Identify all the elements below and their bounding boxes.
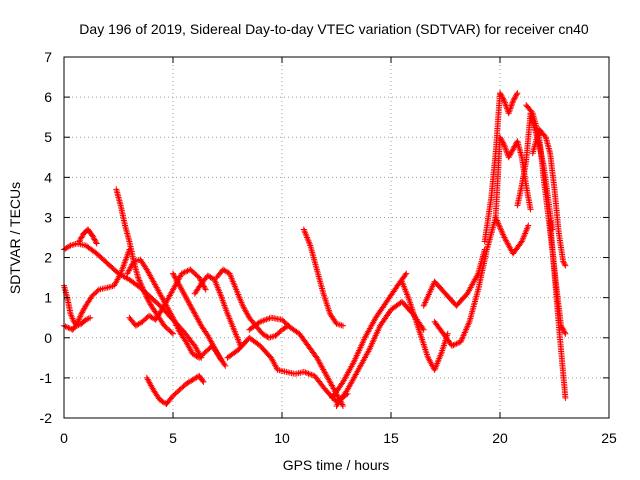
series-markers [143, 372, 207, 407]
x-tick-label: 20 [492, 430, 508, 446]
y-tick-label: 2 [44, 250, 52, 266]
grid-lines [64, 57, 609, 418]
x-tick-label: 15 [383, 430, 399, 446]
y-tick-label: 0 [44, 330, 52, 346]
series-markers [224, 334, 351, 405]
y-tick-label: 5 [44, 129, 52, 145]
series-sat-d [76, 226, 100, 247]
series-markers [113, 186, 176, 337]
series-sat-t [481, 90, 521, 245]
series-sat-j [191, 272, 244, 349]
series-sat-x [529, 126, 569, 269]
x-axis-label: GPS time / hours [283, 457, 390, 473]
series-markers [398, 278, 451, 373]
series-markers [329, 270, 410, 401]
series-sat-i [170, 270, 224, 363]
x-tick-label: 25 [601, 430, 617, 446]
series-sat-k [213, 266, 292, 341]
series-markers [191, 272, 244, 349]
y-tick-label: -1 [40, 370, 53, 386]
y-tick-label: -2 [40, 410, 53, 426]
chart-title: Day 196 of 2019, Sidereal Day-to-day VTE… [79, 21, 589, 37]
series-markers [481, 90, 521, 245]
series-sat-h [143, 372, 207, 407]
series-sat-s [431, 214, 532, 349]
tick-labels: 0 5 10 15 20 25 -2 -1 0 1 2 3 4 5 6 7 [40, 49, 617, 446]
series-markers [431, 214, 532, 349]
series-sat-e [113, 186, 176, 337]
series-markers [213, 266, 292, 341]
x-tick-label: 10 [274, 430, 290, 446]
series-markers [547, 218, 569, 401]
data-series [61, 90, 569, 409]
series-markers [300, 226, 346, 329]
y-tick-label: 7 [44, 49, 52, 65]
series-sat-y [547, 218, 569, 401]
plot-frame [63, 56, 610, 419]
series-sat-g [126, 266, 209, 329]
series-sat-q [398, 278, 451, 373]
y-tick-label: 4 [44, 169, 52, 185]
series-markers [126, 266, 209, 329]
series-sat-l [224, 334, 351, 405]
x-tick-label: 5 [169, 430, 177, 446]
x-tick-label: 0 [60, 430, 68, 446]
series-markers [529, 126, 569, 269]
y-tick-label: 3 [44, 209, 52, 225]
series-markers [170, 270, 224, 363]
series-sat-n [300, 226, 346, 329]
y-axis-label: SDTVAR / TECUs [7, 182, 23, 294]
series-markers [76, 226, 100, 247]
series-sat-p [329, 270, 410, 401]
y-tick-label: 6 [44, 89, 52, 105]
y-tick-label: 1 [44, 290, 52, 306]
